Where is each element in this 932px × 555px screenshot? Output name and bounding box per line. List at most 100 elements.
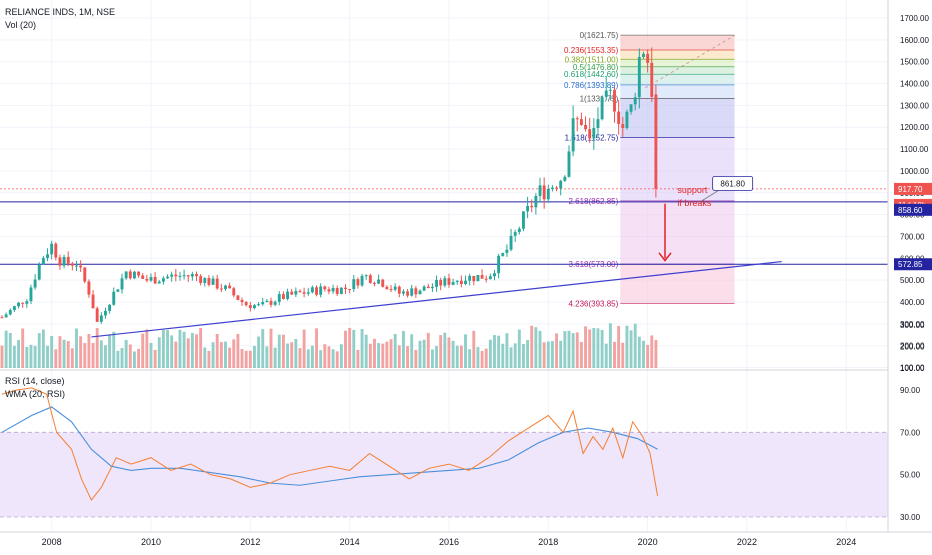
candle-body [418,290,422,295]
volume-bar [406,346,410,368]
volume-bar [654,339,658,368]
volume-bar [629,330,633,368]
candle-body [439,279,443,286]
volume-bar [182,331,186,368]
candle-body [426,286,430,289]
candle-body [228,285,232,289]
volume-bar [236,333,240,368]
candle-body [161,278,165,282]
candle-body [617,111,621,125]
volume-bar [637,336,641,368]
candle-body [128,271,132,279]
volume-group [0,323,658,368]
volume-bar [513,343,517,368]
volume-bar [166,330,169,368]
volume-bar [224,341,227,368]
candle-body [215,278,219,289]
candle-body [422,286,426,291]
candle-body [550,187,554,190]
volume-bar [75,328,78,368]
volume-bar [186,338,190,368]
volume-bar [451,340,455,368]
volume-bar [315,328,318,368]
price-tick-label: 400.00 [900,298,925,307]
callout-text: 861.80 [720,179,745,188]
volume-bar [319,350,323,368]
candle-body [629,104,633,112]
candle-body [633,97,637,105]
candle-body [476,274,480,282]
candle-body [497,255,501,274]
fib-level-label: 0(1621.75) [580,31,619,40]
volume-bar [468,349,472,368]
candle-body [91,294,95,309]
volume-bar [37,333,41,368]
candle-body [302,292,306,294]
volume-bar [141,333,145,368]
volume-bar [190,332,194,368]
candle-body [335,288,339,294]
volume-bar [41,329,45,368]
rsi-tick-label: 50.00 [900,471,921,480]
candle-body [50,243,54,255]
candle-body [236,295,240,300]
candle-body [261,302,265,305]
volume-bar [58,336,62,368]
volume-bar [199,328,203,368]
candles-group [0,47,658,324]
candle-body [277,294,281,302]
volume-bar [447,337,451,368]
candle-body [33,279,37,288]
volume-bar [257,336,261,368]
fib-zone [620,66,735,75]
candle-body [310,287,314,293]
volume-bar [522,344,525,368]
volume-bar [66,341,70,368]
support-annotation: if breaks [677,198,712,208]
candle-body [381,279,385,287]
rsi-series-line [1,387,659,502]
candle-body [244,302,248,306]
candle-body [153,277,157,284]
candle-body [265,300,269,303]
volume-bar [579,342,583,368]
candle-body [29,287,33,302]
candle-body [493,273,496,277]
wma-title: WMA (20, RSI) [5,389,66,399]
candle-body [269,300,273,305]
candle-body [37,264,41,280]
fib-zone [620,50,735,60]
volume-bar [389,339,393,368]
candle-body [66,256,70,264]
volume-bar [385,341,389,368]
fib-level-label: 1(1331.75) [580,94,619,103]
volume-bar [99,340,103,368]
candle-body [41,258,45,265]
candle-body [331,288,335,292]
price-tick-label: 1000.00 [900,167,929,176]
fib-level-label: 0.786(1393.89) [564,81,619,90]
candle-body [459,280,463,285]
candle-body [339,287,343,294]
candle-body [195,274,198,277]
candle-body [377,279,381,284]
candle-body [306,292,310,294]
volume-bar [538,330,542,368]
candle-body [83,267,87,282]
volume-bar [497,335,501,368]
rsi-tick-label: 70.00 [900,428,921,437]
volume-bar [116,350,120,368]
candle-body [406,291,410,296]
candle-body [182,275,186,277]
volume-bar [323,344,327,368]
volume-bar [414,349,418,368]
volume-bar [290,342,294,368]
price-tag-label: 858.60 [898,206,923,215]
candle-body [530,205,534,208]
volume-bar [244,350,248,368]
candle-body [315,287,318,295]
fib-zone [620,74,735,85]
volume-tick-label: 100.00 [900,364,925,373]
volume-bar [381,343,385,368]
